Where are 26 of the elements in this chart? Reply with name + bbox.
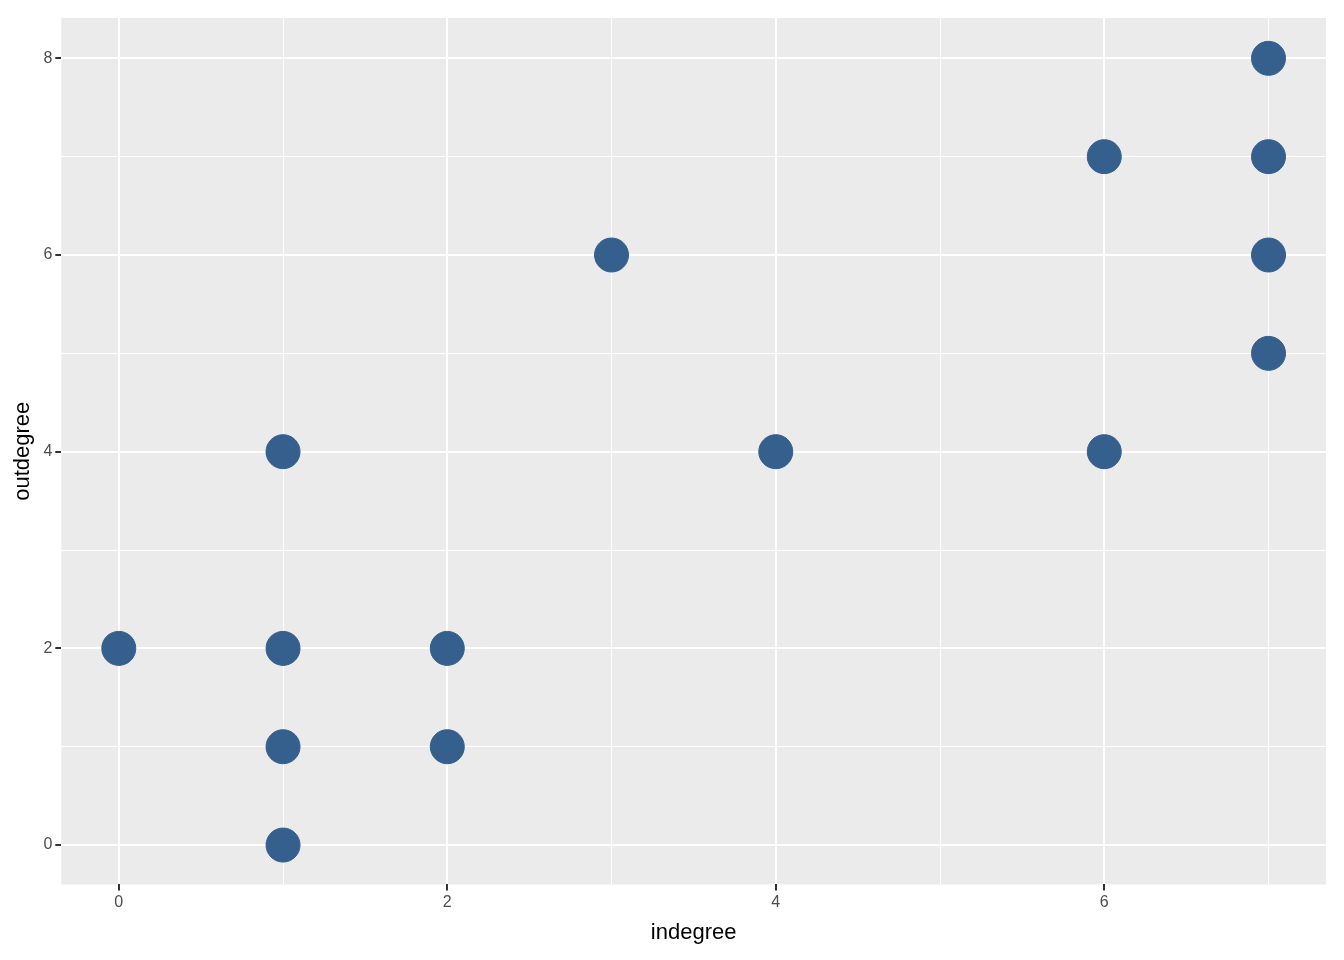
- x-tick-label: 2: [442, 893, 452, 911]
- point: [1086, 139, 1122, 175]
- point: [429, 630, 465, 666]
- point: [594, 237, 630, 273]
- point: [265, 630, 301, 666]
- x-tick-label: 4: [771, 893, 781, 911]
- point: [1251, 237, 1287, 273]
- point: [265, 827, 301, 863]
- point: [265, 729, 301, 765]
- point: [101, 630, 137, 666]
- y-tick-label: 6: [43, 245, 53, 263]
- y-tick-label: 0: [43, 835, 53, 853]
- point: [1086, 434, 1122, 470]
- point: [429, 729, 465, 765]
- point: [758, 434, 794, 470]
- point: [1251, 139, 1287, 175]
- point: [265, 434, 301, 470]
- y-axis-title: outdegree: [9, 401, 35, 501]
- y-tick-label: 4: [43, 442, 53, 460]
- x-tick-label: 6: [1099, 893, 1109, 911]
- point: [1251, 335, 1287, 371]
- y-tick-label: 2: [43, 638, 53, 656]
- x-axis-title: indegree: [650, 918, 737, 944]
- point: [1251, 40, 1287, 76]
- y-tick-label: 8: [43, 48, 53, 66]
- x-tick-label: 0: [114, 893, 124, 911]
